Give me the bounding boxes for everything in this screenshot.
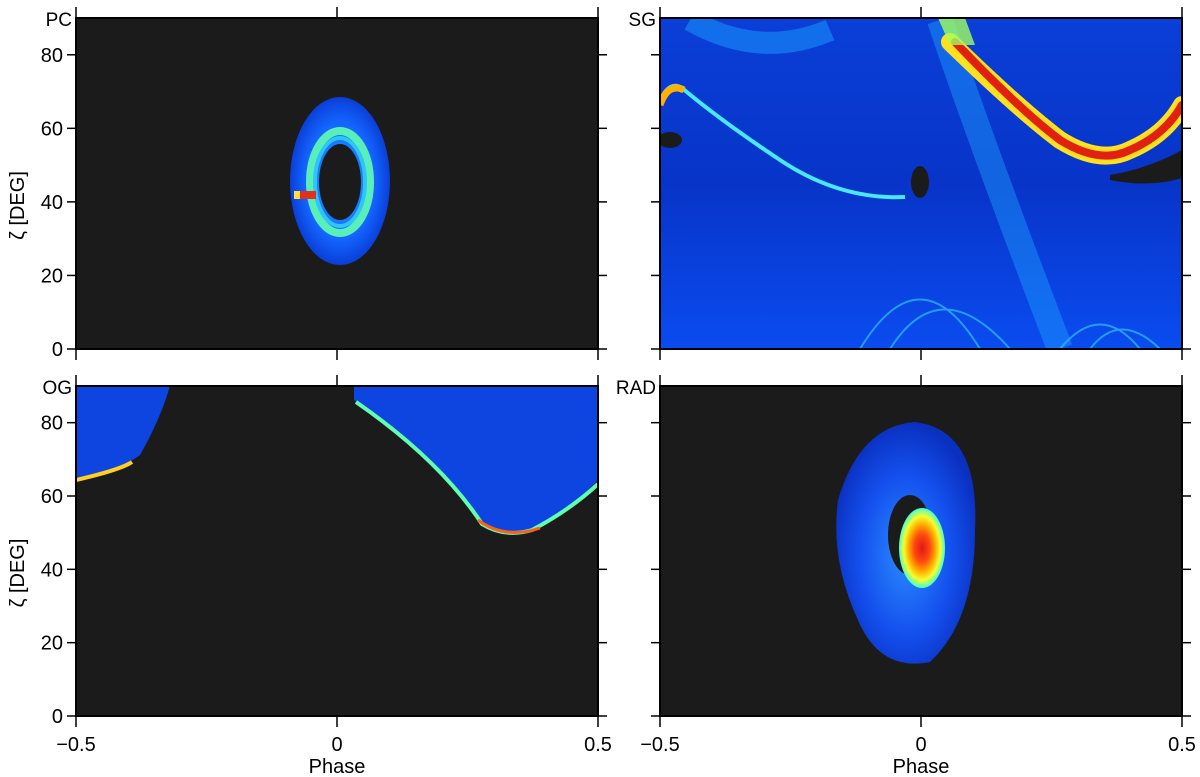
x-tick-label: −0.5: [56, 734, 95, 756]
sg-caustic-right: [951, 38, 1182, 160]
x-axis-label: Phase: [309, 756, 366, 777]
panel-label: PC: [46, 10, 72, 31]
x-tick-label: 0.5: [1168, 734, 1196, 756]
y-tick-label: 20: [41, 265, 63, 287]
panel-og: [76, 386, 598, 716]
y-tick-label: 60: [41, 118, 63, 140]
y-tick-label: 60: [41, 486, 63, 508]
og-region-right-edge-hot: [477, 518, 541, 534]
panel-og-emission: [76, 386, 598, 535]
pc-hot-spot-edge: [294, 191, 300, 199]
sg-void-right: [1110, 150, 1182, 184]
pc-ring-center: [319, 144, 361, 220]
panel-label: SG: [629, 10, 656, 31]
y-tick-label: 20: [41, 633, 63, 655]
axes-pc: 0 20 40 60 80 PC ζ [DEG]: [7, 7, 607, 361]
og-region-left: [76, 386, 170, 480]
y-axis-label: ζ [DEG]: [7, 171, 29, 240]
y-tick-label: 40: [41, 192, 63, 214]
og-region-left-edge: [76, 460, 134, 482]
pc-ring-inner-glow: [313, 136, 367, 228]
sg-void: [911, 166, 929, 198]
y-axis-label: ζ [DEG]: [7, 539, 29, 608]
axes-rad: −0.5 0 0.5 RAD Phase: [616, 375, 1196, 777]
sg-diffuse-band-2: [684, 18, 835, 54]
sg-top-glow: [938, 18, 975, 45]
panel-pc-emission: [290, 97, 390, 265]
y-tick-label: 0: [52, 706, 63, 728]
panel-pc: [76, 18, 598, 349]
panel-label: OG: [42, 378, 72, 399]
y-tick-label: 40: [41, 559, 63, 581]
x-tick-label: 0: [915, 734, 926, 756]
axes-layer: 0 20 40 60 80 PC ζ [DEG] SG 0 20 40 60 80 −0.5 0 0.5 OG ζ…: [7, 7, 1196, 777]
pc-hot-spot: [300, 191, 316, 199]
y-tick-label: 80: [41, 413, 63, 435]
panel-label: RAD: [616, 378, 656, 399]
sg-void-left: [660, 132, 682, 148]
panel-sg-emission: [660, 18, 1182, 349]
rad-hot-core: [899, 508, 945, 588]
panel-sg: [660, 18, 1182, 349]
pc-ring: [306, 127, 374, 237]
axes-og: 0 20 40 60 80 −0.5 0 0.5 OG ζ [DEG] Phase: [7, 375, 612, 777]
axes-sg: SG: [629, 7, 1191, 360]
y-tick-label: 0: [52, 339, 63, 361]
panel-rad: [660, 386, 1182, 716]
x-tick-label: 0.5: [584, 734, 612, 756]
sg-lower-arcs: [859, 298, 1161, 349]
sg-caustic-left-hot: [660, 84, 686, 107]
panel-rad-emission: [836, 422, 976, 664]
x-tick-label: 0: [331, 734, 342, 756]
x-tick-label: −0.5: [640, 734, 679, 756]
x-axis-label: Phase: [893, 756, 950, 777]
og-region-right: [354, 386, 598, 532]
y-tick-label: 80: [41, 45, 63, 67]
